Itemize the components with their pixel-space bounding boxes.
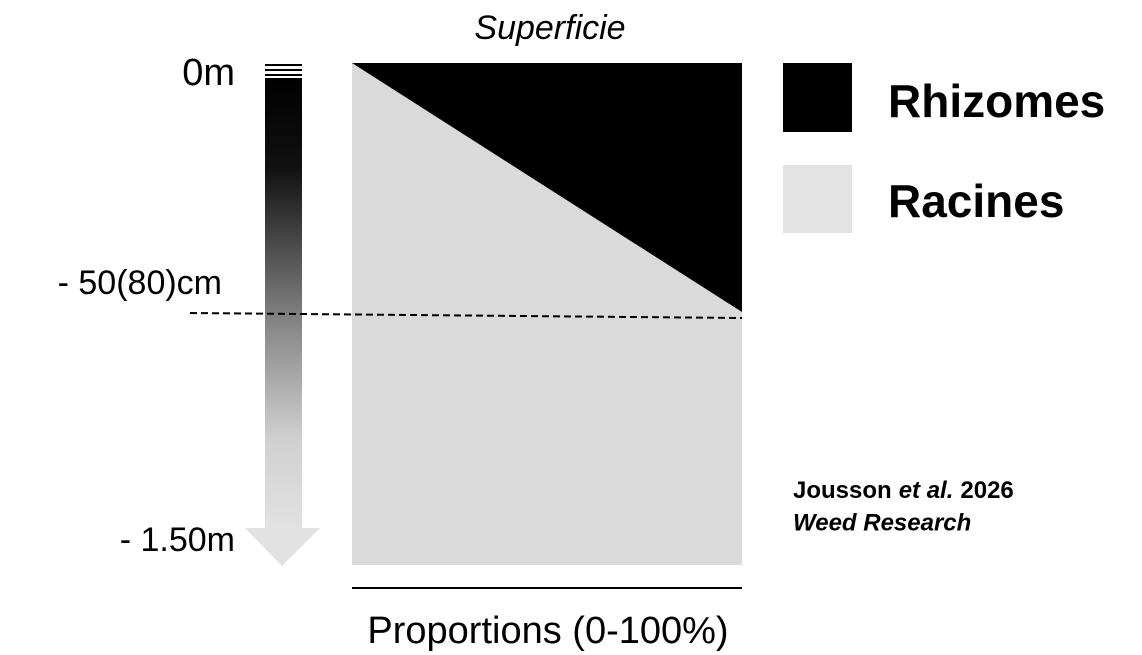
legend-label: Racines — [888, 175, 1064, 227]
depth-arrow-shaft — [265, 78, 302, 530]
citation-authors: Jousson — [793, 477, 892, 504]
citation-etal: et al. — [899, 477, 954, 504]
arrow-tick — [265, 64, 302, 66]
rhizomes-area — [352, 63, 742, 312]
depth-arrow-head — [245, 528, 320, 566]
legend-label: Rhizomes — [888, 75, 1105, 127]
citation-journal: Weed Research — [793, 509, 971, 536]
title: Superficie — [474, 9, 625, 47]
arrow-tick — [265, 69, 302, 71]
citation-year: 2026 — [960, 477, 1013, 504]
legend-swatch — [783, 63, 852, 132]
depth-middle-label: - 50(80)cm — [58, 264, 222, 302]
citation: Jousson et al. 2026 — [793, 477, 1014, 504]
x-axis-label: Proportions (0-100%) — [367, 610, 728, 652]
depth-bottom-label: - 1.50m — [120, 521, 235, 559]
legend-swatch — [783, 165, 852, 233]
arrow-tick — [265, 74, 302, 76]
depth-top-label: 0m — [182, 52, 235, 94]
depth-line — [189, 312, 743, 319]
